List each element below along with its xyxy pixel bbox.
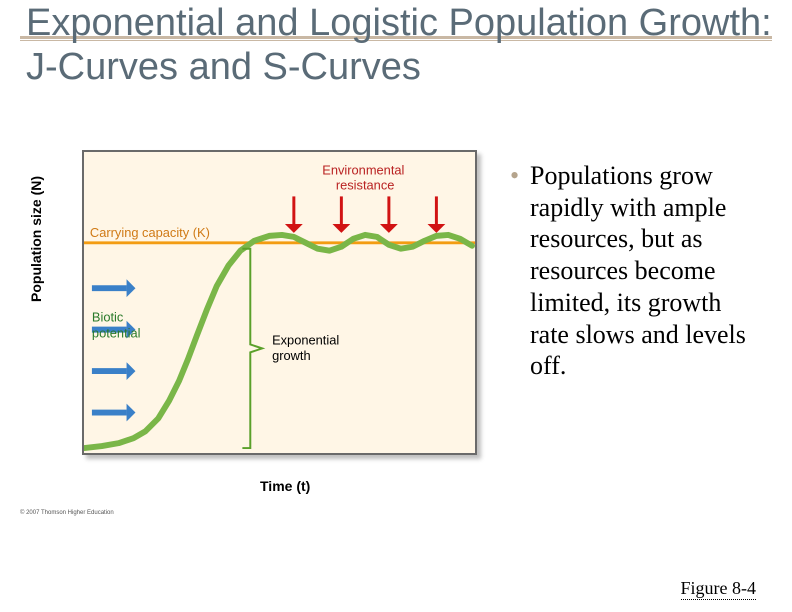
- plot-frame: Environmental resistance Carrying capaci…: [82, 150, 477, 455]
- chart-svg: Environmental resistance Carrying capaci…: [84, 152, 475, 453]
- environmental-resistance-label: Environmental resistance: [322, 163, 408, 193]
- bullet-item: Populations grow rapidly with ample reso…: [510, 160, 766, 382]
- y-axis-label: Population size (N): [28, 176, 44, 302]
- figure-caption: Figure 8-4: [681, 578, 757, 600]
- copyright-text: © 2007 Thomson Higher Education: [20, 510, 114, 516]
- carrying-capacity-label: Carrying capacity (K): [90, 225, 210, 240]
- environmental-resistance-arrows: [285, 196, 445, 233]
- bullet-text-area: Populations grow rapidly with ample reso…: [510, 130, 772, 552]
- x-axis-label: Time (t): [260, 478, 310, 494]
- content-area: Population size (N) Environmental resist…: [20, 130, 772, 552]
- biotic-potential-arrows: [92, 279, 136, 421]
- exponential-growth-label: Exponential growth: [272, 332, 343, 363]
- slide-title: Exponential and Logistic Population Grow…: [26, 2, 792, 89]
- exponential-growth-bracket: [242, 249, 262, 448]
- logistic-growth-figure: Population size (N) Environmental resist…: [20, 130, 490, 552]
- biotic-potential-label: Biotic potential: [92, 310, 141, 341]
